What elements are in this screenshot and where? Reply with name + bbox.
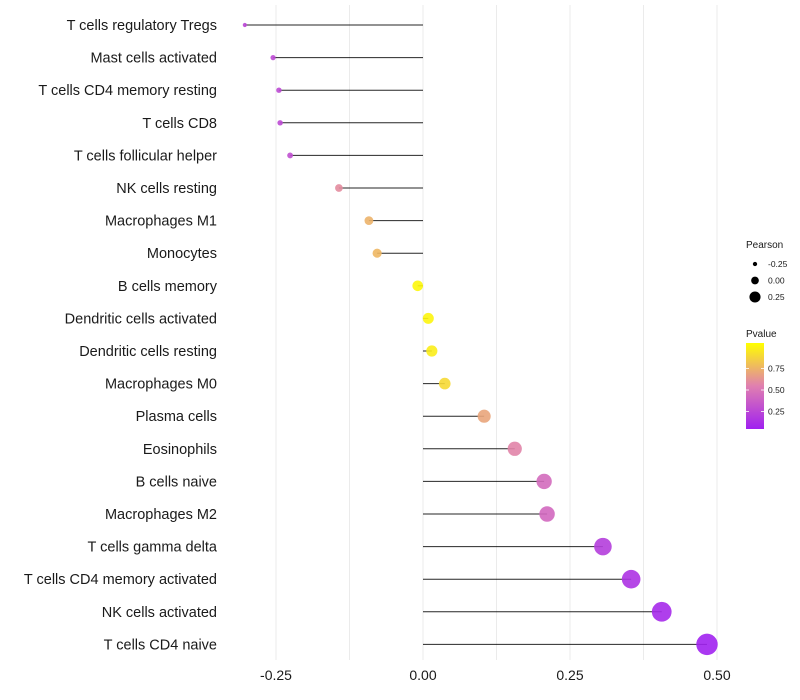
lollipop-point xyxy=(270,54,276,61)
lollipop-point xyxy=(477,409,491,423)
lollipop-point xyxy=(426,345,438,357)
y-axis-label: T cells CD4 naive xyxy=(104,637,217,653)
lollipop-point xyxy=(242,22,247,28)
x-tick-label: -0.25 xyxy=(260,667,292,683)
size-legend-key xyxy=(749,291,761,303)
lollipop-point xyxy=(539,506,555,522)
legend: Pearson -0.25 0.00 0.25 Pvalue 0.25 0.50 0.7… xyxy=(746,240,788,429)
lollipop-point xyxy=(277,120,283,126)
y-axis-label: Macrophages M1 xyxy=(105,214,217,230)
lollipop-point xyxy=(335,184,343,192)
colorbar xyxy=(746,343,764,429)
x-tick-label: 0.00 xyxy=(409,667,436,683)
y-axis-label: Dendritic cells resting xyxy=(79,344,217,360)
y-axis-label: T cells CD8 xyxy=(142,116,217,132)
y-axis-label: Mast cells activated xyxy=(90,51,217,67)
x-axis-labels: -0.25 0.00 0.25 0.50 xyxy=(260,667,731,683)
lollipop-point xyxy=(364,216,374,225)
lollipop-point xyxy=(696,633,718,656)
y-axis-label: T cells follicular helper xyxy=(74,148,217,164)
y-axis-label: Plasma cells xyxy=(136,409,217,425)
y-axis-label: B cells naive xyxy=(136,474,217,490)
y-axis-label: NK cells activated xyxy=(102,605,217,621)
size-legend-label: 0.00 xyxy=(768,276,785,286)
lollipop-point xyxy=(287,152,294,159)
lollipop-point xyxy=(507,441,522,456)
y-axis-label: NK cells resting xyxy=(116,181,217,197)
y-axis-label: Dendritic cells activated xyxy=(65,311,217,327)
y-axis-label: T cells regulatory Tregs xyxy=(67,18,217,34)
gridlines xyxy=(275,5,718,660)
lollipop-point xyxy=(536,473,552,490)
y-axis-label: Macrophages M2 xyxy=(105,507,217,523)
y-axis-label: T cells gamma delta xyxy=(88,540,218,556)
colorbar-ticks: 0.25 0.50 0.75 xyxy=(746,364,785,417)
x-tick-label: 0.50 xyxy=(703,667,730,683)
size-legend-title: Pearson xyxy=(746,240,783,251)
size-legend-label: 0.25 xyxy=(768,292,785,302)
size-legend-label: -0.25 xyxy=(768,259,788,269)
segments xyxy=(244,24,708,645)
color-legend-title: Pvalue xyxy=(746,329,777,340)
lollipop-point xyxy=(412,280,424,292)
lollipop-point xyxy=(422,312,434,324)
lollipop-point xyxy=(621,569,641,589)
x-tick-label: 0.25 xyxy=(556,667,583,683)
y-axis-labels: T cells regulatory Tregs Mast cells activ… xyxy=(24,18,218,653)
y-axis-label: B cells memory xyxy=(118,279,218,295)
size-legend: -0.25 0.00 0.25 xyxy=(749,259,788,303)
lollipop-point xyxy=(372,248,382,258)
lollipop-point xyxy=(438,377,451,390)
points xyxy=(242,22,718,656)
colorbar-label: 0.75 xyxy=(768,364,785,374)
colorbar-label: 0.50 xyxy=(768,385,785,395)
lollipop-point xyxy=(594,537,612,556)
size-legend-key xyxy=(752,261,758,267)
y-axis-label: Monocytes xyxy=(147,246,217,262)
y-axis-label: Eosinophils xyxy=(143,442,217,458)
y-axis-label: T cells CD4 memory resting xyxy=(38,83,217,99)
lollipop-point xyxy=(276,87,282,93)
lollipop-point xyxy=(651,601,672,622)
colorbar-label: 0.25 xyxy=(768,407,785,417)
y-axis-label: Macrophages M0 xyxy=(105,377,217,393)
y-axis-label: T cells CD4 memory activated xyxy=(24,572,217,588)
size-legend-key xyxy=(751,276,759,285)
